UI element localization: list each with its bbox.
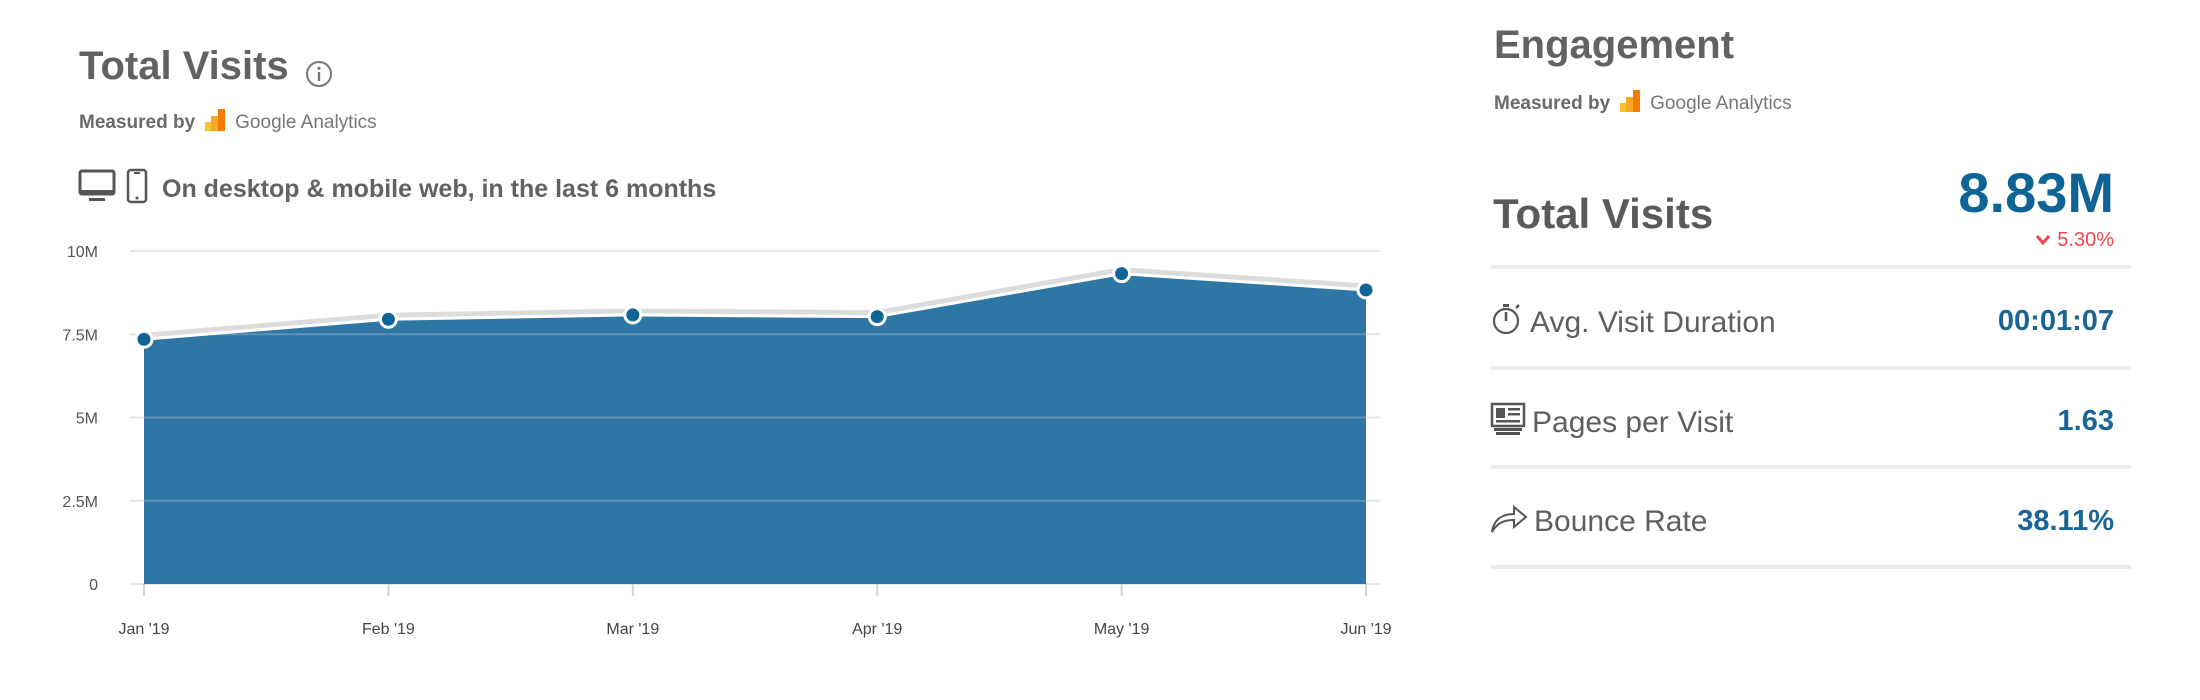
data-point xyxy=(1356,280,1376,300)
metric-bounce-rate: Bounce Rate xyxy=(1490,502,1707,542)
x-tick-label: Feb '19 xyxy=(362,621,415,638)
google-analytics-logo-icon xyxy=(203,108,227,138)
total-visits-value: 8.83M xyxy=(1958,161,2114,224)
metric-value: 00:01:07 xyxy=(1997,305,2114,337)
metric-label: Bounce Rate xyxy=(1534,505,1708,538)
total-visits-chart: 0 2.5M 5M 7.5M 10M Jan '19 Feb '19 Mar '19 Apr '… xyxy=(62,244,1391,638)
change-percent: 5.30% xyxy=(2057,229,2114,251)
divider xyxy=(1491,565,2131,569)
divider xyxy=(1491,366,2131,370)
series-line xyxy=(143,272,1367,341)
engagement-title: Engagement xyxy=(1494,23,1735,67)
platform-subtitle: On desktop & mobile web, in the last 6 m… xyxy=(78,168,716,211)
y-tick-label: 2.5M xyxy=(62,494,98,511)
metric-avg-visit-duration: Avg. Visit Duration xyxy=(1490,302,1776,344)
measured-by-label: Measured by xyxy=(79,112,196,133)
data-point xyxy=(867,307,887,327)
google-analytics-logo-icon xyxy=(1618,89,1642,119)
total-visits-heading: Total Visits xyxy=(79,44,333,89)
stopwatch-icon xyxy=(1490,302,1524,344)
engagement-measured-by: Measured by Google Analytics xyxy=(1494,89,1792,119)
x-tick-label: Apr '19 xyxy=(852,621,902,638)
bounce-arrow-icon xyxy=(1490,502,1528,542)
info-icon[interactable] xyxy=(305,53,333,87)
provider-name: Google Analytics xyxy=(235,112,377,133)
x-tick-label: Jan '19 xyxy=(118,621,169,638)
series-shadow xyxy=(143,267,1367,338)
data-point xyxy=(378,309,398,329)
metric-label: Pages per Visit xyxy=(1532,406,1734,439)
total-visits-label: Total Visits xyxy=(1493,190,1714,237)
y-tick-label: 10M xyxy=(67,244,98,261)
metric-value: 1.63 xyxy=(2057,405,2114,437)
area-fill xyxy=(144,273,1366,584)
data-point xyxy=(623,305,643,325)
metric-pages-per-visit: Pages per Visit xyxy=(1490,402,1733,444)
x-tick-label: Jun '19 xyxy=(1340,621,1391,638)
desktop-icon xyxy=(78,169,116,210)
metric-label: Avg. Visit Duration xyxy=(1530,306,1776,339)
y-tick-label: 5M xyxy=(76,411,98,428)
measured-by: Measured by Google Analytics xyxy=(79,108,377,138)
provider-name: Google Analytics xyxy=(1650,93,1792,114)
measured-by-label: Measured by xyxy=(1494,93,1611,114)
x-tick-label: May '19 xyxy=(1094,621,1150,638)
divider xyxy=(1491,265,2131,269)
y-tick-label: 0 xyxy=(89,577,98,594)
y-tick-label: 7.5M xyxy=(62,327,98,344)
mobile-icon xyxy=(126,168,148,211)
data-point xyxy=(134,329,154,349)
page-title: Total Visits xyxy=(79,44,289,88)
subtitle-text: On desktop & mobile web, in the last 6 m… xyxy=(162,175,717,203)
pages-icon xyxy=(1490,402,1526,444)
total-visits-change: 5.30% xyxy=(2035,229,2114,252)
chevron-down-icon xyxy=(2035,229,2051,252)
x-tick-label: Mar '19 xyxy=(606,621,659,638)
data-point xyxy=(1112,264,1132,284)
metric-value: 38.11% xyxy=(2017,505,2114,537)
divider xyxy=(1491,465,2131,469)
